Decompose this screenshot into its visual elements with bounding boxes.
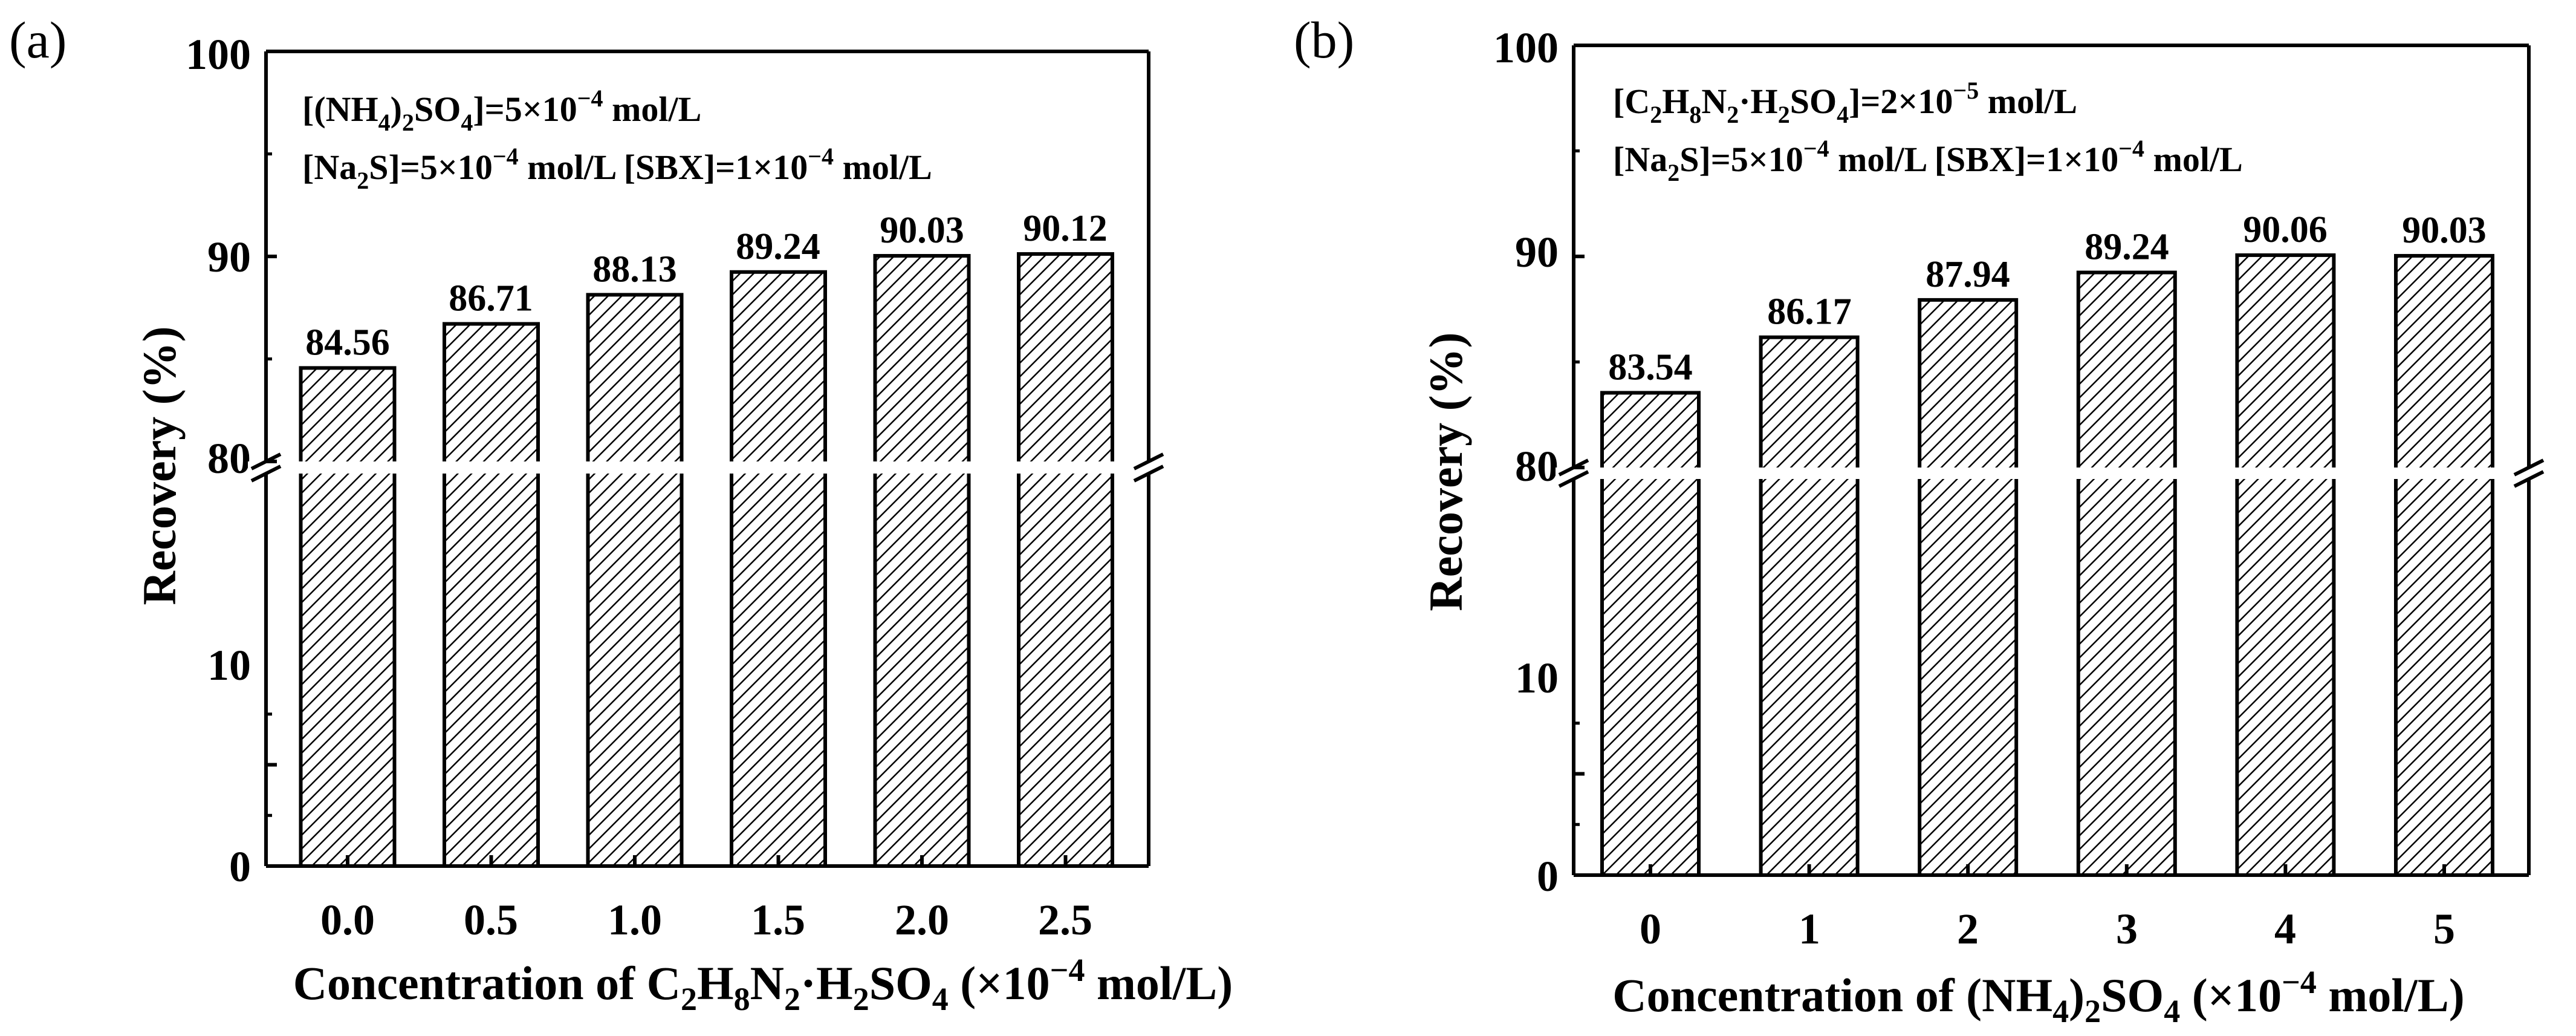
x-tick-label-b-3: 2 bbox=[1957, 905, 1979, 953]
bar-b-1 bbox=[1600, 391, 1701, 877]
annotation-a-2: [Na2S]=5×10−4 mol/L [SBX]=1×10−4 mol/L bbox=[302, 143, 932, 194]
bar-b-6 bbox=[2394, 253, 2494, 877]
value-label-a-5: 90.03 bbox=[880, 210, 964, 251]
bar-b-5 bbox=[2235, 253, 2336, 877]
bars-a bbox=[299, 252, 1114, 868]
y-tick-label-b-0: 0 bbox=[1537, 852, 1559, 901]
y-tick-label-b-10: 10 bbox=[1515, 654, 1559, 702]
value-label-a-2: 86.71 bbox=[449, 278, 533, 319]
y-axis-title-a: Recovery (%) bbox=[133, 326, 186, 605]
value-label-b-5: 90.06 bbox=[2243, 209, 2328, 250]
panel-label-b: (b) bbox=[1294, 11, 1354, 69]
x-tick-label-a-3: 1.0 bbox=[608, 896, 662, 944]
y-tick-label-b-80: 80 bbox=[1515, 442, 1559, 490]
value-label-a-3: 88.13 bbox=[592, 249, 677, 290]
bar-a-4 bbox=[730, 270, 827, 868]
value-label-a-1: 84.56 bbox=[305, 322, 390, 363]
x-axis-title-b: Concentration of (NH4)2SO4 (×10−4 mol/L) bbox=[1612, 964, 2464, 1029]
value-label-b-6: 90.03 bbox=[2402, 210, 2487, 251]
y-tick-label-a-0: 0 bbox=[229, 842, 251, 891]
axis-break-band-a bbox=[248, 461, 1167, 474]
value-label-b-2: 86.17 bbox=[1767, 292, 1852, 333]
x-tick-label-b-5: 4 bbox=[2274, 905, 2296, 953]
annotation-b-1: [C2H8N2·H2SO4]=2×10−5 mol/L bbox=[1613, 77, 2077, 128]
value-label-b-3: 87.94 bbox=[1926, 254, 2010, 295]
annotation-b-2: [Na2S]=5×10−4 mol/L [SBX]=1×10−4 mol/L bbox=[1613, 135, 2243, 186]
y-tick-label-a-10: 10 bbox=[207, 641, 251, 689]
plot-frame-a bbox=[264, 50, 1150, 868]
x-tick-label-b-1: 0 bbox=[1640, 905, 1661, 953]
x-tick-label-b-4: 3 bbox=[2116, 905, 2138, 953]
bar-a-3 bbox=[586, 293, 684, 868]
y-tick-label-b-90: 90 bbox=[1515, 228, 1559, 276]
bar-b-4 bbox=[2076, 270, 2177, 877]
plot-frame-b bbox=[1572, 44, 2531, 877]
x-tick-label-b-6: 5 bbox=[2433, 905, 2455, 953]
bar-a-6 bbox=[1017, 252, 1114, 868]
bar-b-3 bbox=[1918, 298, 2019, 878]
axis-break-mark-b-right-2 bbox=[2513, 470, 2545, 488]
x-tick-label-a-6: 2.5 bbox=[1038, 896, 1092, 944]
y-axis-title-b: Recovery (%) bbox=[1419, 332, 1472, 611]
axis-break-mark-b-right-1 bbox=[2513, 458, 2545, 477]
value-label-b-4: 89.24 bbox=[2084, 227, 2169, 268]
panel-label-a: (a) bbox=[9, 11, 67, 69]
bar-b-2 bbox=[1759, 335, 1860, 877]
bar-a-1 bbox=[299, 366, 397, 868]
value-label-a-4: 89.24 bbox=[736, 226, 820, 267]
axis-break-mark-a-right-2 bbox=[1133, 464, 1164, 483]
x-tick-label-a-2: 0.5 bbox=[464, 896, 518, 944]
axis-break-band-b bbox=[1556, 468, 2547, 479]
y-tick-label-a-100: 100 bbox=[186, 30, 251, 79]
x-tick-label-a-1: 0.0 bbox=[320, 896, 375, 944]
value-label-b-1: 83.54 bbox=[1608, 347, 1693, 388]
bars-b bbox=[1600, 253, 2494, 878]
axis-break-mark-b-left-2 bbox=[1558, 470, 1589, 488]
y-tick-label-a-80: 80 bbox=[207, 434, 251, 483]
y-tick-label-a-90: 90 bbox=[207, 233, 251, 281]
panel-a: (a) [(NH4)2SO4]=5×10−4 mol/L [Na2S]=5×10… bbox=[9, 11, 1233, 1017]
bar-a-2 bbox=[443, 322, 540, 868]
axis-break-mark-a-left-2 bbox=[250, 464, 282, 483]
x-tick-label-a-4: 1.5 bbox=[751, 896, 805, 944]
x-axis-title-a: Concentration of C2H8N2·H2SO4 (×10−4 mol… bbox=[293, 952, 1233, 1017]
value-label-a-6: 90.12 bbox=[1023, 208, 1108, 249]
panel-b: (b) [C2H8N2·H2SO4]=2×10−5 mol/L [Na2S]=5… bbox=[1294, 11, 2547, 1029]
axis-break-mark-a-right-1 bbox=[1133, 452, 1164, 471]
x-tick-label-b-2: 1 bbox=[1799, 905, 1820, 953]
y-tick-label-b-100: 100 bbox=[1493, 24, 1559, 72]
annotation-a-1: [(NH4)2SO4]=5×10−4 mol/L bbox=[302, 85, 701, 136]
bar-a-5 bbox=[873, 253, 971, 868]
x-tick-label-a-5: 2.0 bbox=[895, 896, 949, 944]
